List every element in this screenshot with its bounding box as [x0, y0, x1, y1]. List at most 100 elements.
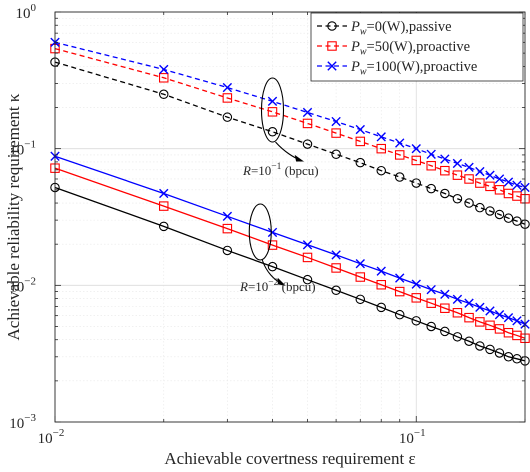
data-point [440, 154, 450, 164]
data-point [267, 240, 278, 250]
data-point [302, 107, 313, 118]
data-point [464, 312, 474, 323]
data-point [394, 150, 405, 160]
data-point [426, 149, 436, 159]
data-point [475, 202, 485, 213]
data-point [222, 112, 233, 122]
data-point [452, 170, 463, 180]
series-2 [50, 43, 530, 204]
annotation-label: R=10−1 (bpcu) [242, 162, 319, 178]
data-point [394, 172, 405, 182]
data-point [411, 279, 421, 289]
data-point [464, 298, 474, 308]
legend-item-1[interactable]: Pw=0(W),passive [317, 19, 452, 38]
data-point [158, 73, 169, 83]
data-point [331, 263, 341, 273]
series-6 [50, 151, 530, 329]
data-point [267, 96, 278, 107]
series-3 [50, 37, 530, 193]
data-point [331, 128, 341, 138]
data-point [426, 284, 436, 295]
data-point [267, 261, 278, 272]
data-point [222, 223, 233, 234]
data-point [452, 194, 463, 204]
data-point [355, 272, 366, 282]
legend[interactable]: Pw=0(W),passivePw=50(W),proactivePw=100(… [310, 12, 524, 82]
data-point [355, 157, 366, 168]
data-point [327, 41, 337, 51]
data-point [475, 166, 485, 177]
data-point [452, 294, 463, 305]
data-point [267, 126, 278, 137]
legend-label: Pw=50(W),proactive [350, 39, 470, 58]
data-point [376, 143, 386, 154]
series-line [54, 167, 526, 339]
axes-box [54, 11, 526, 423]
data-point [302, 139, 313, 149]
y-tick-label: 10−1 [9, 139, 36, 159]
data-point [494, 209, 505, 220]
data-point [158, 89, 169, 100]
data-point [394, 309, 405, 320]
data-point [426, 160, 436, 171]
data-point [503, 213, 514, 223]
series-1 [50, 57, 530, 229]
data-point [512, 216, 522, 226]
series-4 [50, 182, 530, 366]
grid [54, 11, 526, 423]
data-point [395, 273, 405, 283]
data-point [494, 174, 505, 184]
y-tick-label: 10−3 [9, 412, 36, 432]
data-point [464, 198, 474, 208]
series-line [54, 186, 526, 362]
data-point [355, 124, 365, 135]
data-point [464, 174, 474, 184]
y-axis-label: Achievable reliability requirement κ [4, 93, 23, 340]
data-point [376, 165, 386, 176]
data-point [485, 306, 495, 316]
legend-item-2[interactable]: Pw=50(W),proactive [317, 39, 470, 58]
annotations: R=10−1 (bpcu) R=10−2 (bpcu) [239, 77, 319, 294]
data-point [503, 177, 514, 187]
data-point [503, 312, 514, 323]
data-point [159, 188, 169, 199]
data-point [440, 326, 450, 337]
data-point [331, 149, 341, 160]
data-point [222, 211, 233, 221]
data-point [267, 227, 278, 238]
data-point [331, 250, 341, 260]
x-tick-label: 10−2 [38, 427, 65, 447]
annotation-ellipse [248, 203, 272, 261]
data-point [302, 252, 313, 263]
data-point [222, 93, 233, 103]
data-point [327, 21, 337, 31]
data-point [452, 332, 463, 342]
data-point [267, 107, 278, 117]
x-tick-label: 10−1 [399, 427, 426, 447]
data-point [485, 181, 495, 192]
annotation-label: R=10−2 (bpcu) [239, 278, 316, 294]
data-point [355, 136, 366, 147]
series-line [54, 47, 526, 200]
data-point [475, 317, 485, 327]
legend-box [310, 12, 524, 82]
data-point [494, 324, 505, 334]
data-point [464, 162, 474, 173]
y-tick-label: 100 [16, 2, 37, 22]
data-point [512, 316, 522, 326]
data-point [485, 344, 495, 355]
data-point [426, 298, 436, 308]
data-point [440, 303, 450, 313]
data-point [302, 274, 313, 285]
series-group [50, 37, 530, 366]
data-point [452, 158, 463, 169]
data-point [475, 302, 485, 313]
data-point [411, 155, 422, 166]
data-point [475, 178, 485, 188]
series-line [54, 61, 526, 225]
data-point [494, 309, 505, 320]
legend-item-3[interactable]: Pw=100(W),proactive [317, 59, 477, 78]
data-point [512, 180, 522, 190]
data-point [376, 266, 386, 276]
